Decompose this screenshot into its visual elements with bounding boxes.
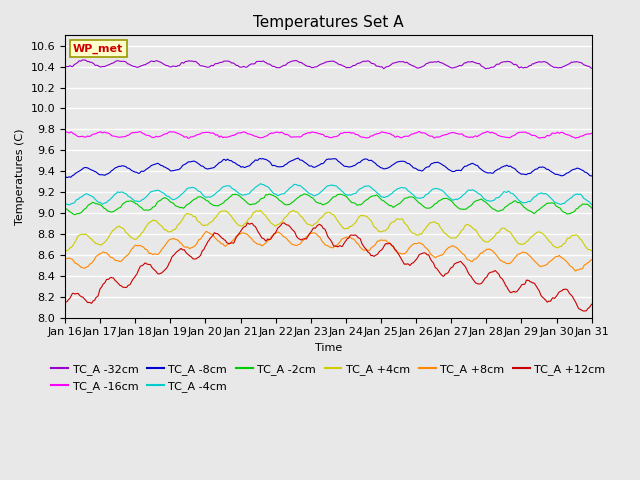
TC_A -32cm bbox=[344, 65, 351, 71]
TC_A -4cm bbox=[556, 202, 564, 207]
TC_A -4cm bbox=[61, 200, 69, 206]
Title: Temperatures Set A: Temperatures Set A bbox=[253, 15, 404, 30]
TC_A +4cm bbox=[481, 239, 489, 245]
TC_A -16cm bbox=[541, 134, 549, 140]
Legend: TC_A -32cm, TC_A -16cm, TC_A -8cm, TC_A -4cm, TC_A -2cm, TC_A +4cm, TC_A +8cm, T: TC_A -32cm, TC_A -16cm, TC_A -8cm, TC_A … bbox=[47, 360, 610, 396]
TC_A -8cm bbox=[541, 166, 549, 171]
TC_A -8cm bbox=[208, 165, 216, 171]
TC_A +12cm bbox=[580, 308, 588, 314]
TC_A -32cm bbox=[208, 63, 216, 69]
TC_A +12cm bbox=[280, 220, 287, 226]
TC_A -2cm bbox=[208, 202, 216, 208]
TC_A +8cm bbox=[203, 228, 211, 234]
TC_A -2cm bbox=[71, 212, 79, 217]
TC_A -8cm bbox=[588, 173, 596, 179]
TC_A +12cm bbox=[556, 289, 564, 295]
TC_A -4cm bbox=[208, 193, 216, 199]
TC_A -4cm bbox=[257, 181, 264, 187]
TC_A -16cm bbox=[556, 130, 564, 136]
TC_A -2cm bbox=[61, 205, 69, 211]
TC_A +8cm bbox=[208, 231, 216, 237]
TC_A -2cm bbox=[482, 199, 490, 205]
TC_A -4cm bbox=[588, 202, 596, 207]
TC_A -8cm bbox=[482, 169, 490, 175]
TC_A -16cm bbox=[61, 129, 69, 134]
TC_A +8cm bbox=[556, 253, 564, 259]
TC_A -4cm bbox=[541, 191, 549, 196]
TC_A -16cm bbox=[208, 130, 216, 136]
TC_A -16cm bbox=[344, 130, 351, 135]
TC_A +12cm bbox=[481, 275, 489, 281]
TC_A +12cm bbox=[208, 234, 216, 240]
Y-axis label: Temperatures (C): Temperatures (C) bbox=[15, 128, 25, 225]
TC_A +4cm bbox=[344, 226, 351, 231]
TC_A +4cm bbox=[588, 248, 596, 253]
TC_A +4cm bbox=[208, 218, 216, 224]
TC_A -4cm bbox=[355, 187, 363, 192]
TC_A -8cm bbox=[294, 155, 302, 161]
TC_A -8cm bbox=[556, 172, 564, 178]
Text: WP_met: WP_met bbox=[73, 44, 123, 54]
TC_A +8cm bbox=[344, 234, 351, 240]
TC_A -8cm bbox=[344, 164, 351, 170]
Line: TC_A -16cm: TC_A -16cm bbox=[65, 132, 592, 138]
TC_A -32cm bbox=[61, 64, 69, 70]
TC_A -16cm bbox=[355, 132, 363, 138]
TC_A -32cm bbox=[541, 59, 549, 65]
TC_A -8cm bbox=[355, 160, 363, 166]
TC_A -4cm bbox=[344, 192, 351, 198]
TC_A +12cm bbox=[61, 300, 69, 306]
Line: TC_A -8cm: TC_A -8cm bbox=[65, 158, 592, 178]
TC_A +12cm bbox=[344, 236, 351, 241]
TC_A -32cm bbox=[80, 57, 88, 63]
TC_A -16cm bbox=[184, 135, 192, 141]
TC_A +4cm bbox=[541, 233, 549, 239]
Line: TC_A -2cm: TC_A -2cm bbox=[65, 194, 592, 215]
Line: TC_A +12cm: TC_A +12cm bbox=[65, 223, 592, 311]
Line: TC_A -32cm: TC_A -32cm bbox=[65, 60, 592, 69]
TC_A -2cm bbox=[588, 205, 596, 211]
TC_A -2cm bbox=[344, 195, 351, 201]
TC_A -32cm bbox=[482, 66, 490, 72]
TC_A +8cm bbox=[588, 257, 596, 263]
Line: TC_A -4cm: TC_A -4cm bbox=[65, 184, 592, 205]
TC_A -16cm bbox=[588, 131, 596, 136]
TC_A -16cm bbox=[483, 129, 491, 134]
TC_A +8cm bbox=[61, 256, 69, 262]
TC_A +8cm bbox=[572, 268, 579, 274]
TC_A -2cm bbox=[541, 202, 549, 207]
TC_A +8cm bbox=[481, 248, 489, 253]
TC_A -32cm bbox=[588, 65, 596, 71]
TC_A +8cm bbox=[541, 263, 549, 268]
Line: TC_A +8cm: TC_A +8cm bbox=[65, 231, 592, 271]
TC_A +12cm bbox=[355, 235, 363, 241]
TC_A -2cm bbox=[355, 202, 363, 208]
TC_A -2cm bbox=[301, 191, 308, 197]
TC_A -8cm bbox=[63, 175, 71, 180]
TC_A +4cm bbox=[257, 207, 264, 213]
TC_A +4cm bbox=[355, 214, 363, 220]
TC_A -4cm bbox=[65, 202, 73, 208]
TC_A -32cm bbox=[556, 65, 564, 71]
TC_A -8cm bbox=[61, 174, 69, 180]
TC_A -2cm bbox=[556, 205, 564, 211]
TC_A -32cm bbox=[481, 66, 489, 72]
TC_A +4cm bbox=[556, 243, 564, 249]
X-axis label: Time: Time bbox=[315, 343, 342, 353]
TC_A +4cm bbox=[61, 248, 69, 254]
TC_A -16cm bbox=[481, 130, 489, 135]
TC_A -32cm bbox=[355, 60, 363, 66]
Line: TC_A +4cm: TC_A +4cm bbox=[65, 210, 592, 251]
TC_A +8cm bbox=[355, 242, 363, 248]
TC_A +12cm bbox=[541, 297, 549, 303]
TC_A -4cm bbox=[482, 197, 490, 203]
TC_A +12cm bbox=[588, 301, 596, 307]
